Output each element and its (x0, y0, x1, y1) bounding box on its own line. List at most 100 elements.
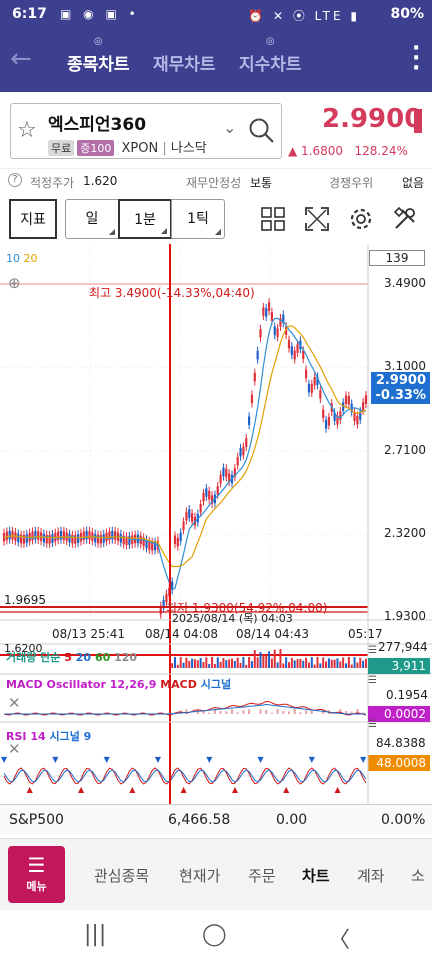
candle-body (364, 395, 368, 404)
macd-last-tag: 0.0002 (368, 706, 430, 722)
price-chart[interactable] (0, 244, 432, 748)
rsi-chart: ▼ ▲ ▼ ▲ ▼ ▲ ▼ ▲ ▼ ▲ ▼ ▲ ▼ ▲ ▼ (0, 748, 369, 804)
bottom-tab-account[interactable]: 계좌 (357, 867, 385, 885)
ma-legend: 10 20 (6, 252, 38, 265)
volume-bar (330, 659, 333, 668)
volume-menu-icon[interactable]: ☰ (368, 645, 377, 656)
price-change: ▲ 1.6800 128.24% (288, 144, 408, 158)
period-minute-button[interactable]: 1분 ◢ (118, 199, 172, 239)
macd-menu-icon[interactable]: ☰ (368, 675, 377, 686)
tab-badge-icon: ◎ (265, 36, 275, 47)
home-icon[interactable]: ◯ (202, 922, 227, 947)
candle-body (48, 535, 51, 544)
search-icon[interactable] (247, 116, 275, 144)
candle-body (145, 539, 148, 549)
price-change-percent: 128.24% (354, 144, 408, 158)
y-label-2: 3.1000 (384, 359, 426, 373)
index-change-pct: 0.00% (381, 812, 426, 828)
volume-bar (233, 660, 236, 668)
last-price-tag: 2.9900 -0.33% (371, 372, 430, 404)
stock-tags: 무료 증100 XPON | 나스닥 (48, 137, 207, 156)
bottom-tab-quote[interactable]: 현재가 (179, 867, 221, 885)
current-price: 2.9900 (322, 104, 423, 134)
volume-bar (176, 664, 179, 668)
macd-hist-bar (345, 711, 347, 714)
volume-bar (231, 658, 233, 668)
index-ticker-row[interactable]: S&P500 6,466.58 0.00 0.00% (0, 804, 432, 834)
bottom-tab-order[interactable]: 주문 (248, 867, 276, 885)
back-arrow-icon[interactable]: ← (10, 44, 32, 74)
zoom-in-icon[interactable]: ⊕ (8, 274, 21, 292)
ma10-legend: 10 (6, 252, 20, 265)
period-tick-button[interactable]: 1틱 ◢ (171, 199, 225, 239)
chart-area[interactable]: 10 20 ⊕ 139 최고 3.4900(-14.33%,04:40) 3.4… (0, 244, 432, 758)
candle-body (359, 411, 362, 420)
volume-bar (288, 662, 290, 668)
candle-body (114, 531, 117, 540)
rsi-signal-marker: ▼ (1, 755, 8, 764)
fullscreen-icon[interactable] (304, 206, 330, 232)
candle-body (22, 535, 26, 544)
tab-index-chart[interactable]: ◎ 지수차트 (239, 36, 302, 75)
more-options-icon[interactable]: · · · (412, 36, 421, 81)
stock-selector[interactable]: ☆ 엑스피언360 무료 증100 XPON | 나스닥 ⌄ (10, 103, 282, 159)
candle-body (242, 446, 245, 456)
volume-bar (339, 661, 342, 668)
macd-hist-bar (242, 710, 245, 714)
volume-bar (259, 652, 262, 668)
x-label-4: 05:17 (348, 627, 383, 641)
chart-toolbar: 지표 일 ◢ 1분 ◢ 1틱 ◢ (0, 196, 432, 244)
candle-body (151, 541, 154, 551)
layout-grid-icon[interactable] (260, 206, 286, 232)
rsi-close-icon[interactable]: ✕ (8, 740, 21, 758)
rsi-menu-icon[interactable]: ☰ (368, 719, 377, 730)
volume-bar (319, 663, 322, 668)
rsi-signal-marker: ▲ (283, 785, 290, 794)
indicator-button[interactable]: 지표 (9, 199, 57, 239)
tab-financial-chart-label: 재무차트 (153, 55, 216, 75)
macd-close-icon[interactable]: ✕ (8, 694, 21, 712)
favorite-star-icon[interactable]: ☆ (17, 118, 37, 143)
volume-bar (364, 658, 367, 668)
volume-bar (248, 657, 251, 668)
volume-bar (213, 663, 216, 668)
tools-icon[interactable] (392, 206, 418, 232)
macd-signal-line (4, 703, 366, 715)
volume-bar (276, 662, 279, 668)
help-icon[interactable]: ? (8, 173, 22, 187)
bottom-tab-watchlist[interactable]: 관심종목 (94, 867, 150, 885)
candle-body (42, 533, 45, 543)
period-day-button[interactable]: 일 ◢ (65, 199, 119, 239)
margin-tag: 증100 (77, 140, 115, 156)
ma20-legend: 20 (23, 252, 38, 265)
candle-body (74, 535, 77, 544)
macd-hist-bar (219, 711, 222, 714)
tab-stock-chart[interactable]: ◎ 종목차트 (67, 36, 130, 75)
candle-body (239, 448, 242, 457)
last-price-pct: -0.33% (375, 388, 427, 403)
bottom-tab-more[interactable]: 소 (411, 867, 425, 885)
free-tag: 무료 (48, 140, 75, 156)
price-change-amount: ▲ 1.6800 (288, 144, 344, 158)
chevron-down-icon[interactable]: ⌄ (223, 118, 237, 137)
x-label-2: 08/14 04:08 (145, 627, 218, 641)
candle-body (134, 534, 137, 544)
gear-icon[interactable] (348, 206, 374, 232)
main-menu-button[interactable]: ☰ 메뉴 (8, 846, 65, 903)
system-back-icon[interactable]: 〈 (328, 928, 351, 953)
volume-bar (336, 658, 339, 668)
tab-financial-chart[interactable]: 재무차트 (153, 50, 216, 75)
candle-body (353, 412, 356, 422)
macd-hist-bar (362, 712, 365, 714)
candle-body (342, 402, 345, 411)
macd-hist-bar (248, 709, 251, 714)
rsi-signal-marker: ▼ (52, 755, 59, 764)
volume-bar (250, 661, 253, 668)
candle-body (313, 376, 316, 386)
rsi-signal-marker: ▲ (129, 785, 136, 794)
bottom-tab-chart[interactable]: 차트 (302, 867, 330, 885)
candle-count[interactable]: 139 (369, 250, 425, 266)
recent-apps-icon[interactable]: ||| (84, 922, 107, 947)
status-bar: 6:17 ▣ ◉ ▣ • ⏰ ✕ ⦿ LTE ▮ 80% (0, 0, 432, 30)
stability-label: 재무안정성 (186, 176, 242, 190)
